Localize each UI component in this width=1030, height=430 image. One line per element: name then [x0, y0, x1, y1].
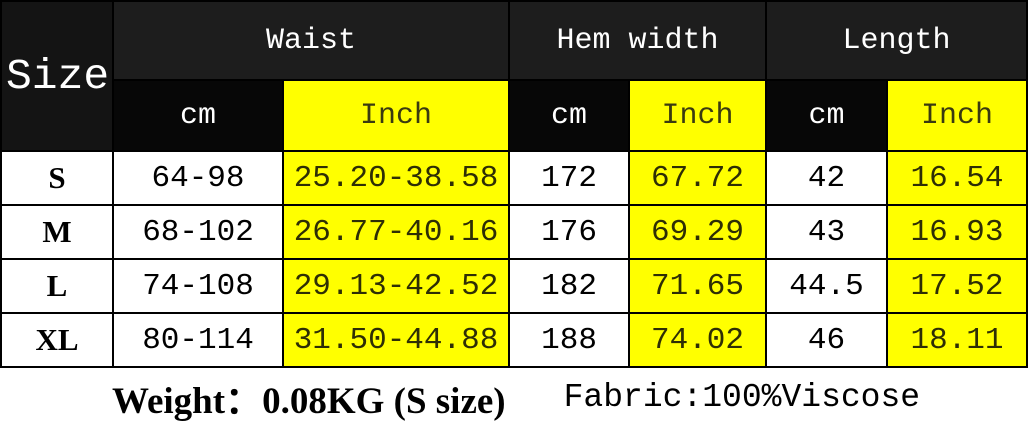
hem-inch-value: 74.02	[628, 312, 768, 368]
hem-cm-value: 172	[508, 150, 631, 206]
table-row-l: L 74-108 29.13-42.52 182 71.65 44.5 17.5…	[0, 258, 1029, 314]
size-label: L	[0, 258, 114, 314]
waist-cm-value: 68-102	[112, 204, 284, 260]
unit-header-waist-cm: cm	[112, 79, 284, 152]
waist-cm-value: 74-108	[112, 258, 284, 314]
length-inch-value: 16.54	[886, 150, 1029, 206]
table-row-xl: XL 80-114 31.50-44.88 188 74.02 46 18.11	[0, 312, 1029, 368]
length-inch-value: 16.93	[886, 204, 1029, 260]
table-row-s: S 64-98 25.20-38.58 172 67.72 42 16.54	[0, 150, 1029, 206]
size-corner-header: Size	[0, 0, 114, 152]
waist-cm-value: 80-114	[112, 312, 284, 368]
size-label: M	[0, 204, 114, 260]
waist-inch-value: 29.13-42.52	[281, 258, 511, 314]
hem-cm-value: 176	[508, 204, 631, 260]
hem-inch-value: 69.29	[628, 204, 768, 260]
size-chart-table: Size Waist Hem width Length cm Inch cm I…	[0, 0, 1029, 368]
unit-header-length-cm: cm	[765, 79, 889, 152]
waist-cm-value: 64-98	[112, 150, 284, 206]
hem-cm-value: 182	[508, 258, 631, 314]
unit-header-hem-inch: Inch	[628, 79, 768, 152]
hem-cm-value: 188	[508, 312, 631, 368]
length-cm-value: 46	[765, 312, 889, 368]
column-header-hem-width: Hem width	[508, 0, 768, 81]
waist-inch-value: 25.20-38.58	[281, 150, 511, 206]
unit-header-row: cm Inch cm Inch cm Inch	[1, 79, 1029, 152]
size-label: S	[0, 150, 114, 206]
column-header-waist: Waist	[111, 0, 511, 81]
column-header-length: Length	[765, 0, 1029, 81]
length-inch-value: 18.11	[886, 312, 1029, 368]
weight-value: 0.08KG (S size)	[262, 381, 506, 422]
fabric-info: Fabric:100%Viscose	[563, 378, 921, 416]
unit-header-waist-inch: Inch	[281, 79, 511, 152]
hem-inch-value: 71.65	[628, 258, 768, 314]
unit-header-hem-cm: cm	[508, 79, 631, 152]
length-cm-value: 44.5	[765, 258, 889, 314]
weight-info: Weight：0.08KG (S size)	[112, 370, 506, 424]
table-row-m: M 68-102 26.77-40.16 176 69.29 43 16.93	[0, 204, 1029, 260]
size-label: XL	[0, 312, 114, 368]
group-header-row: Size Waist Hem width Length	[0, 0, 1029, 152]
footer-caption: Weight：0.08KG (S size) Fabric:100%Viscos…	[0, 368, 1030, 426]
waist-inch-value: 26.77-40.16	[281, 204, 511, 260]
waist-inch-value: 31.50-44.88	[281, 312, 511, 368]
hem-inch-value: 67.72	[628, 150, 768, 206]
weight-label: Weight：	[112, 381, 263, 422]
length-cm-value: 43	[765, 204, 889, 260]
length-cm-value: 42	[765, 150, 889, 206]
length-inch-value: 17.52	[886, 258, 1029, 314]
unit-header-length-inch: Inch	[886, 79, 1029, 152]
